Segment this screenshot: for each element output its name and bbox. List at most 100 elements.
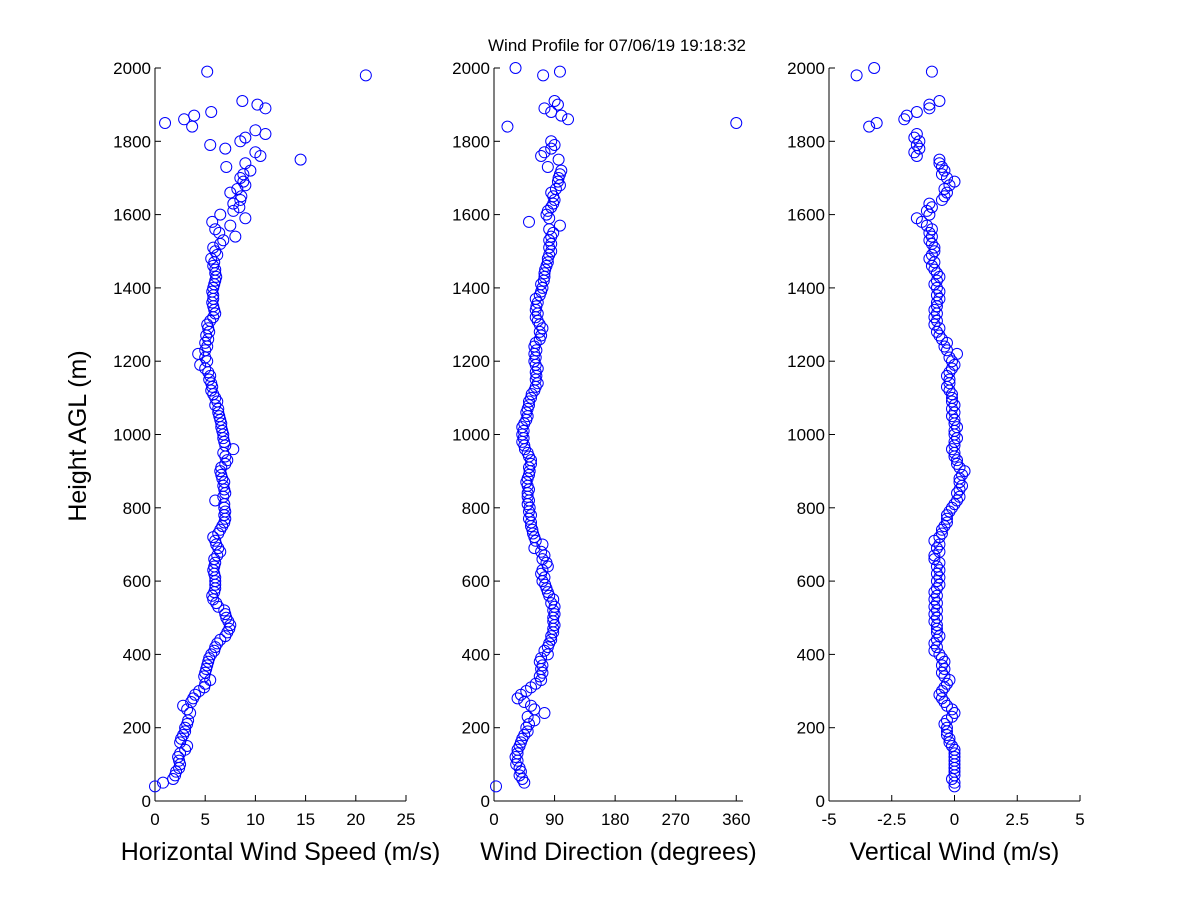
data-point	[945, 395, 958, 408]
data-point	[935, 527, 948, 540]
data-point	[521, 446, 534, 459]
data-point	[923, 197, 936, 210]
data-point	[930, 604, 943, 617]
data-point	[910, 138, 923, 151]
data-point	[951, 421, 964, 434]
data-point	[538, 102, 551, 115]
data-point	[850, 69, 863, 82]
data-point	[536, 659, 549, 672]
data-point	[948, 751, 961, 764]
data-point	[181, 703, 194, 716]
y-tick-label: 1400	[787, 279, 825, 298]
data-point	[359, 69, 372, 82]
x-tick-label: 360	[722, 810, 750, 829]
data-point	[948, 747, 961, 760]
data-point	[938, 340, 951, 353]
x-axis-label: Wind Direction (degrees)	[480, 838, 757, 866]
data-point	[208, 644, 221, 657]
data-point	[938, 718, 951, 731]
data-point	[541, 256, 554, 269]
data-point	[522, 399, 535, 412]
data-point	[538, 549, 551, 562]
y-tick-label: 1600	[452, 206, 490, 225]
data-point	[198, 670, 211, 683]
data-point	[923, 102, 936, 115]
data-point	[898, 113, 911, 126]
data-point	[535, 652, 548, 665]
data-point	[945, 501, 958, 514]
data-point	[945, 355, 958, 368]
data-point	[951, 432, 964, 445]
data-point	[535, 278, 548, 291]
y-tick-label: 1200	[113, 352, 151, 371]
data-point	[219, 142, 232, 155]
data-point	[200, 329, 213, 342]
data-point	[208, 303, 221, 316]
data-point	[513, 762, 526, 775]
data-point	[948, 707, 961, 720]
data-point	[553, 219, 566, 232]
data-point	[930, 325, 943, 338]
data-point	[953, 461, 966, 474]
y-tick-label: 1000	[113, 426, 151, 445]
y-tick-label: 600	[462, 572, 490, 591]
data-point	[538, 267, 551, 280]
data-point	[182, 714, 195, 727]
x-tick-label: 15	[296, 810, 315, 829]
data-point	[540, 556, 553, 569]
data-point	[938, 655, 951, 668]
data-point	[528, 703, 541, 716]
data-point	[930, 597, 943, 610]
data-point	[938, 164, 951, 177]
data-point	[533, 670, 546, 683]
data-point	[215, 461, 228, 474]
data-point	[930, 296, 943, 309]
data-point	[948, 175, 961, 188]
data-point	[910, 127, 923, 140]
data-point	[239, 131, 252, 144]
data-point	[211, 637, 224, 650]
data-point	[933, 94, 946, 107]
data-point	[231, 182, 244, 195]
data-point	[188, 109, 201, 122]
y-tick-label: 0	[142, 792, 151, 811]
y-tick-label: 400	[123, 645, 151, 664]
data-point	[525, 699, 538, 712]
data-point	[234, 193, 247, 206]
data-point	[541, 204, 554, 217]
data-point	[730, 116, 743, 129]
data-point	[202, 655, 215, 668]
data-point	[930, 589, 943, 602]
data-point	[863, 120, 876, 133]
data-point	[930, 575, 943, 588]
data-point	[214, 413, 227, 426]
data-point	[259, 127, 272, 140]
data-point	[541, 160, 554, 173]
data-point	[174, 736, 187, 749]
data-point	[933, 545, 946, 558]
data-point	[928, 586, 941, 599]
data-point	[945, 710, 958, 723]
data-point	[199, 336, 212, 349]
data-point	[202, 322, 215, 335]
data-point	[206, 285, 219, 298]
data-point	[200, 663, 213, 676]
x-tick-label: 2.5	[1005, 810, 1029, 829]
data-point	[930, 267, 943, 280]
horizontal-wind-speed-panel: 0 200 400 600 800 1000 1200 1400 1600 1800 2000 0 5 1…	[113, 59, 440, 866]
data-point	[938, 520, 951, 533]
data-point	[928, 318, 941, 331]
data-point	[511, 747, 524, 760]
data-point	[224, 219, 237, 232]
data-point	[925, 230, 938, 243]
data-point	[928, 263, 941, 276]
data-point	[518, 696, 531, 709]
data-point	[933, 153, 946, 166]
data-point	[236, 94, 249, 107]
data-point	[521, 710, 534, 723]
data-point	[552, 153, 565, 166]
y-tick-label: 800	[123, 499, 151, 518]
data-point	[209, 556, 222, 569]
data-point	[206, 215, 219, 228]
